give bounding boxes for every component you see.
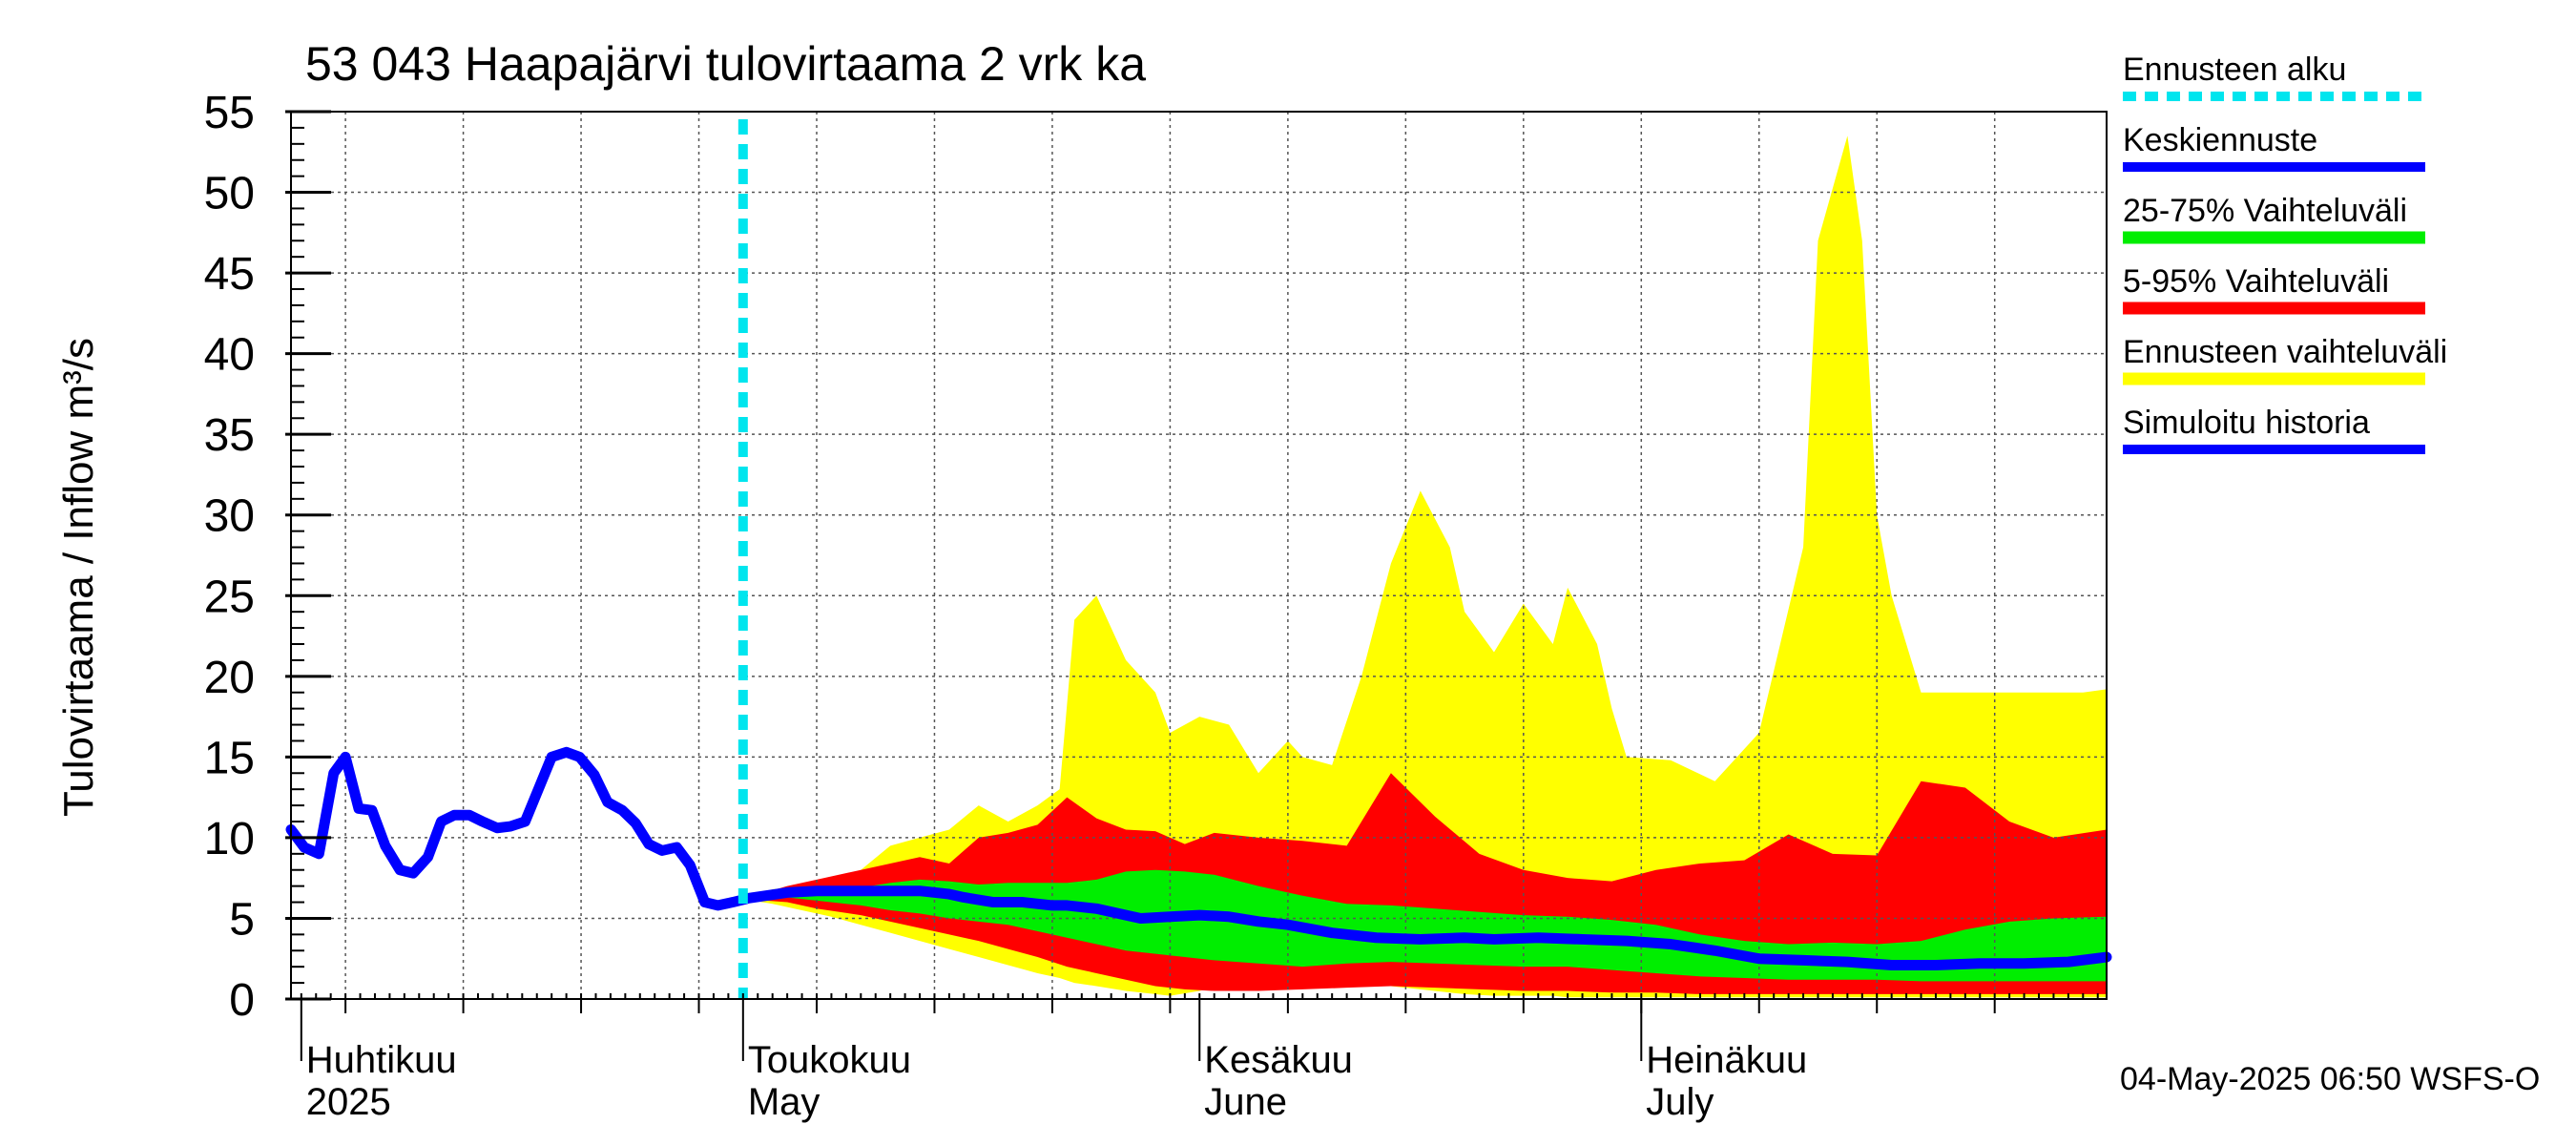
- month-label-en: May: [748, 1081, 821, 1123]
- y-tick-label: 35: [204, 410, 255, 461]
- data-lines: [285, 119, 2112, 999]
- legend-label: Keskiennuste: [2123, 122, 2317, 158]
- y-tick-label: 45: [204, 249, 255, 300]
- month-label-en: 2025: [306, 1081, 391, 1123]
- y-tick-label: 20: [204, 653, 255, 703]
- legend-label: Ennusteen alku: [2123, 52, 2346, 88]
- month-label-en: June: [1204, 1081, 1287, 1123]
- axes: [285, 110, 2108, 1061]
- y-tick-label: 0: [229, 975, 255, 1026]
- month-label-fi: Huhtikuu: [306, 1039, 457, 1081]
- y-tick-label: 50: [204, 169, 255, 219]
- band-25-75: [742, 869, 2107, 982]
- month-label-en: July: [1646, 1081, 1714, 1123]
- median-forecast-line: [737, 885, 2112, 970]
- forecast-range-band: [742, 135, 2107, 998]
- y-tick-label: 30: [204, 491, 255, 542]
- month-label-fi: Toukokuu: [748, 1039, 911, 1081]
- legend: Ennusteen alku Keskiennuste 25-75% Vaihtel…: [2123, 52, 2447, 454]
- chart-title: 53 043 Haapajärvi tulovirtaama 2 vrk ka: [305, 37, 1146, 91]
- legend-label: 5-95% Vaihteluväli: [2123, 263, 2389, 300]
- y-tick-labels: 0 5 10 15 20 25 30 35 40 45 50 55: [204, 88, 255, 1026]
- legend-label: Simuloitu historia: [2123, 405, 2370, 441]
- y-tick-label: 10: [204, 814, 255, 864]
- y-tick-label: 5: [229, 894, 255, 945]
- legend-label: 25-75% Vaihteluväli: [2123, 193, 2407, 229]
- y-tick-label: 25: [204, 572, 255, 622]
- forecast-bands: [742, 135, 2107, 998]
- y-tick-label: 40: [204, 330, 255, 381]
- legend-label: Ennusteen vaihteluväli: [2123, 334, 2447, 370]
- y-tick-label: 15: [204, 733, 255, 783]
- forecast-timestamp: 04-May-2025 06:50 WSFS-O: [2120, 1061, 2540, 1097]
- y-axis-label: Tulovirtaama / Inflow m³/s: [55, 338, 102, 817]
- simulated-history-line: [285, 746, 752, 911]
- y-tick-label: 55: [204, 88, 255, 138]
- month-label-fi: Kesäkuu: [1204, 1039, 1353, 1081]
- month-label-fi: Heinäkuu: [1646, 1039, 1807, 1081]
